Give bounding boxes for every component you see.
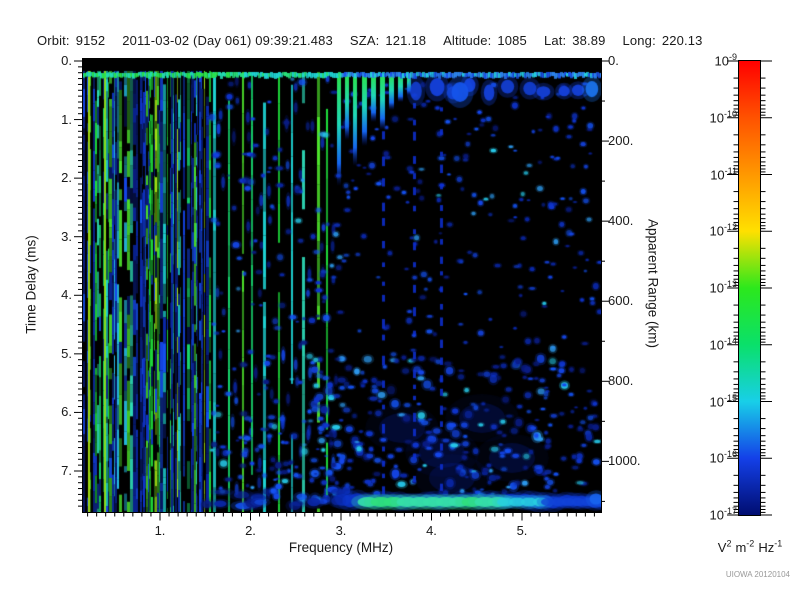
colorbar-tick-label: 10-11: [710, 165, 737, 182]
x-tick-label: 2.: [245, 523, 256, 538]
y-left-tick-label: 3.: [61, 228, 72, 244]
header-field: 2011-03-02 (Day 061) 09:39:21.483: [122, 33, 333, 48]
colorbar-tick-label: 10-13: [709, 279, 737, 296]
unit-part: Hz-1: [758, 539, 783, 556]
header-field-label: Lat:: [543, 33, 567, 48]
y-left-tick-label: 0.: [61, 53, 72, 68]
y-left-tick-label: 7.: [61, 462, 72, 478]
colorbar-tick-label: 10-14: [709, 335, 737, 353]
y-right-tick-label: 600.: [608, 293, 634, 309]
colorbar-tick-label: 10-17: [709, 506, 737, 523]
watermark: UIOWA 20120104: [725, 570, 790, 579]
header-field-label: Long:: [622, 33, 656, 48]
header-field: Long: 220.13: [623, 33, 703, 48]
y-left-tick-label: 2.: [61, 170, 72, 186]
header-field-value: 1085: [497, 33, 527, 48]
y-left-tick-label: 4.: [61, 287, 72, 303]
header-field: Altitude: 1085: [443, 33, 527, 48]
header-field: SZA: 121.18: [350, 33, 426, 48]
y-axis-title-right: Apparent Range (km): [645, 218, 661, 349]
spectrogram-canvas: [82, 58, 601, 512]
colorbar-tick-label: 10-12: [709, 222, 737, 239]
y-left-tick-label: 1.: [61, 111, 72, 127]
header-field-value: 121.18: [385, 33, 427, 48]
header-field-value: 9152: [75, 33, 106, 48]
colorbar-gradient: [739, 61, 760, 515]
y-right-tick-label: 200.: [608, 133, 634, 149]
header-info: Orbit: 9152 2011-03-02 (Day 061) 09:39:21.…: [37, 33, 720, 48]
y-right-tick-label: 0.: [608, 53, 619, 68]
colorbar-tick-label: 10-15: [709, 392, 737, 409]
unit-part: V2: [717, 539, 732, 556]
x-axis-title: Frequency (MHz): [288, 540, 394, 555]
header-field-label: Altitude:: [443, 33, 492, 48]
y-left-tick-label: 6.: [61, 404, 72, 420]
header-field-value: 220.13: [661, 33, 703, 48]
y-left-tick-label: 5.: [61, 345, 72, 361]
colorbar-unit-label: V2 m-2 Hz-1: [688, 539, 800, 555]
y-right-tick-label: 400.: [608, 213, 634, 229]
colorbar-tick-label: 10-9: [714, 52, 737, 69]
header-field-value: 2011-03-02 (Day 061) 09:39:21.483: [122, 33, 333, 48]
y-right-tick-label: 800.: [608, 373, 634, 389]
header-field-value: 38.89: [572, 33, 606, 48]
x-tick-label: 3.: [335, 523, 347, 538]
unit-part: m-2: [735, 539, 755, 556]
colorbar-tick-label: 10-10: [709, 108, 737, 126]
header-field-label: Orbit:: [37, 33, 70, 48]
header-field: Lat: 38.89: [544, 33, 606, 48]
x-tick-label: 1.: [154, 523, 166, 538]
x-tick-label: 5.: [516, 523, 528, 538]
x-tick-label: 4.: [426, 523, 437, 538]
y-right-tick-label: 1000.: [608, 453, 641, 469]
colorbar-tick-label: 10-16: [709, 449, 737, 466]
header-field: Orbit: 9152: [37, 33, 105, 48]
header-field-label: SZA:: [349, 33, 380, 48]
